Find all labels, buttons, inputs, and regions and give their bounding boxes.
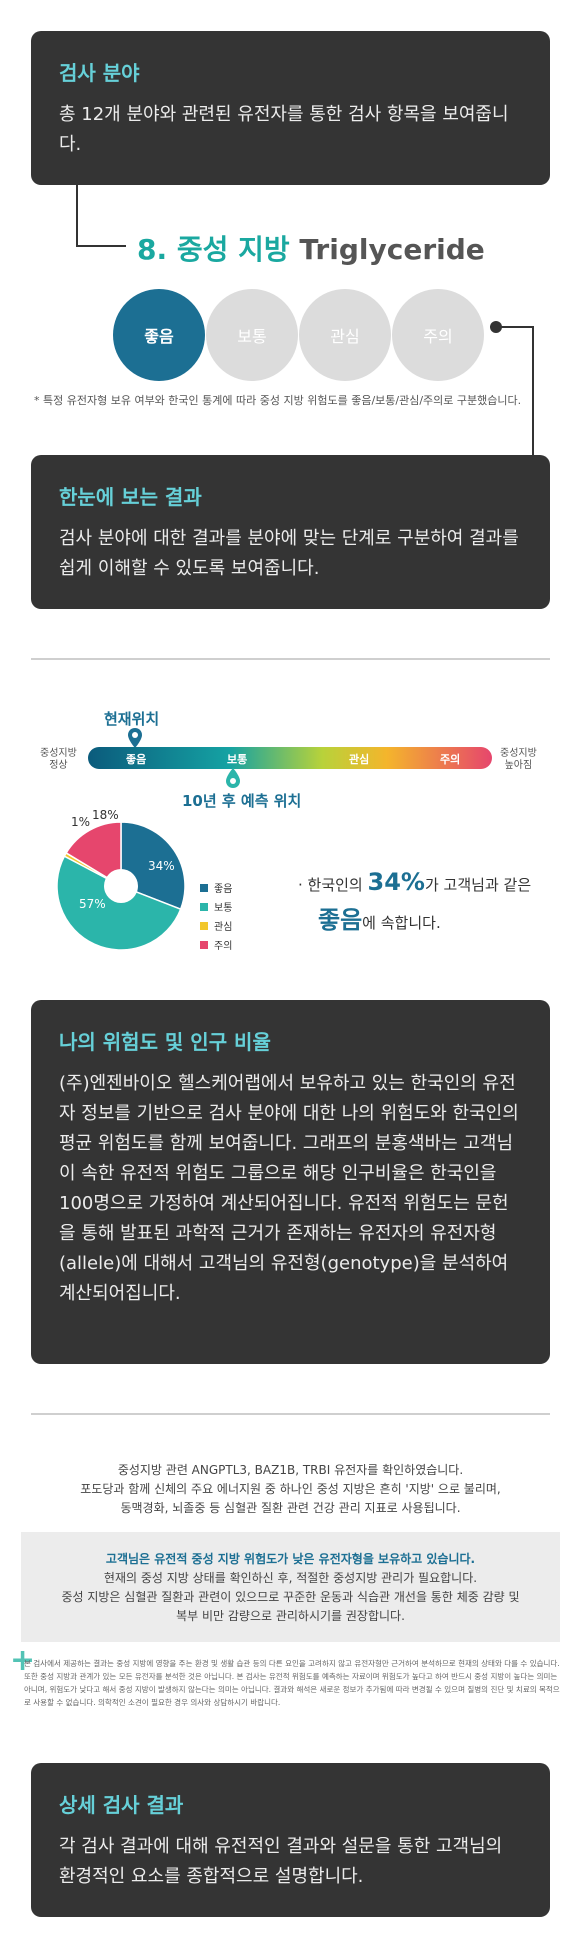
card-body: 검사 분야에 대한 결과를 분야에 맞는 단계로 구분하여 결과를 쉽게 이해할…	[59, 528, 519, 579]
future-position-pin-icon	[226, 768, 240, 788]
pie-label-good: 34%	[148, 859, 175, 873]
level-label: 좋음	[144, 327, 174, 346]
current-position-pin-icon	[128, 728, 142, 748]
risk-title: 8. 중성 지방 Triglyceride	[137, 228, 485, 268]
legend-label: 좋음	[214, 884, 233, 895]
risk-note: * 특정 유전자형 보유 여부와 한국인 통계에 따라 중성 지방 위험도를 좋…	[34, 394, 522, 407]
card-title: 나의 위험도 및 인구 비율	[59, 1030, 271, 1054]
plus-icon: +	[10, 1643, 36, 1678]
level-label: 보통	[237, 327, 267, 346]
legend-label: 보통	[214, 903, 233, 914]
detail-summary-box: 고객님은 유전적 중성 지방 위험도가 낮은 유전자형을 보유하고 있습니다. …	[21, 1532, 560, 1642]
detail-line: 포도당과 함께 신체의 주요 에너지원 중 하나인 중성 지방은 흔히 '지방'…	[80, 1482, 501, 1496]
pie-label-normal: 57%	[79, 897, 106, 911]
legend-label: 주의	[214, 941, 233, 952]
detail-line: 중성지방 관련 ANGPTL3, BAZ1B, TRBI 유전자를 확인하였습니…	[117, 1463, 464, 1477]
section-divider	[31, 658, 550, 660]
pie-label-caution: 18%	[92, 808, 119, 822]
legend-item-interest: 관심	[200, 918, 232, 933]
level-label: 주의	[423, 327, 453, 346]
risk-title-kr: 8. 중성 지방	[137, 233, 290, 266]
card-body: 총 12개 분야와 관련된 유전자를 통한 검사 항목을 보여줍니다.	[59, 104, 509, 155]
risk-title-en: Triglyceride	[299, 233, 485, 266]
card-test-field: 검사 분야 총 12개 분야와 관련된 유전자를 통한 검사 항목을 보여줍니다…	[31, 31, 550, 185]
stat-suffix: 가 고객님과 같은	[424, 876, 532, 894]
stat-prefix: · 한국인의	[298, 876, 363, 894]
legend-swatch	[200, 902, 208, 911]
population-pie-chart	[56, 821, 186, 951]
pie-center-hole	[104, 869, 138, 903]
section-divider	[31, 1413, 550, 1415]
stat-value: 34%	[367, 868, 425, 896]
level-interest-circle: 관심	[299, 289, 391, 381]
population-stat-line-1: · 한국인의 34%가 고객님과 같은	[298, 868, 531, 896]
stat-tail: 에 속합니다.	[362, 914, 441, 932]
gauge-right-label-2: 높아짐	[504, 760, 533, 771]
level-good-circle: 좋음	[113, 289, 205, 381]
legend-item-caution: 주의	[200, 937, 232, 952]
detail-highlight: 고객님은 유전적 중성 지방 위험도가 낮은 유전자형을 보유하고 있습니다.	[105, 1552, 476, 1566]
stat-level: 좋음	[318, 906, 363, 934]
detail-box-line: 현재의 중성 지방 상태를 확인하신 후, 적절한 중성지방 관리가 필요합니다…	[103, 1571, 478, 1585]
connector-line	[76, 185, 126, 247]
gauge-left-label: 중성지방 정상	[40, 748, 77, 772]
legend-item-good: 좋음	[200, 880, 232, 895]
card-body: (주)엔젠바이오 헬스케어랩에서 보유하고 있는 한국인의 유전자 정보를 기반…	[59, 1073, 519, 1304]
legend-swatch	[200, 883, 208, 892]
gauge-left-label-1: 중성지방	[40, 748, 77, 759]
future-position-label: 10년 후 예측 위치	[182, 792, 302, 810]
gauge-segment-interest: 관심	[349, 753, 370, 766]
gauge-right-label-1: 중성지방	[500, 748, 537, 759]
gauge-segment-caution: 주의	[440, 753, 461, 766]
gauge-left-label-2: 정상	[49, 760, 68, 771]
card-detailed-result: 상세 검사 결과 각 검사 결과에 대해 유전적인 결과와 설문을 통한 고객님…	[31, 1763, 550, 1917]
card-title: 상세 검사 결과	[59, 1793, 184, 1817]
pie-slice-normal	[56, 855, 182, 951]
card-result-overview: 한눈에 보는 결과 검사 분야에 대한 결과를 분야에 맞는 단계로 구분하여 …	[31, 455, 550, 609]
level-caution-circle: 주의	[392, 289, 484, 381]
gauge-segment-good: 좋음	[126, 753, 147, 766]
detail-box-line: 복부 비만 감량으로 관리하시기를 권장합니다.	[176, 1609, 405, 1623]
pie-label-interest: 1%	[71, 815, 91, 829]
legend-item-normal: 보통	[200, 899, 232, 914]
detail-intro: 중성지방 관련 ANGPTL3, BAZ1B, TRBI 유전자를 확인하였습니…	[31, 1461, 550, 1518]
pie-slice-caution	[65, 821, 122, 888]
connector-dot	[490, 321, 502, 333]
level-normal-circle: 보통	[206, 289, 298, 381]
risk-gauge-bar	[88, 747, 492, 769]
card-title: 한눈에 보는 결과	[59, 485, 202, 509]
current-position-label: 현재위치	[104, 710, 160, 728]
card-body: 각 검사 결과에 대해 유전적인 결과와 설문을 통한 고객님의 환경적인 요소…	[59, 1836, 503, 1887]
population-stat-line-2: 좋음에 속합니다.	[318, 900, 441, 935]
legend-label: 관심	[214, 922, 233, 933]
card-risk-population: 나의 위험도 및 인구 비율 (주)엔젠바이오 헬스케어랩에서 보유하고 있는 …	[31, 1000, 550, 1364]
detail-box-line: 중성 지방은 심혈관 질환과 관련이 있으므로 꾸준한 운동과 식습관 개선을 …	[61, 1590, 520, 1604]
connector-line	[500, 326, 534, 456]
gauge-right-label: 중성지방 높아짐	[500, 748, 537, 772]
level-label: 관심	[330, 327, 360, 346]
detail-line: 동맥경화, 뇌졸중 등 심혈관 질환 관련 건강 관리 지표로 사용됩니다.	[120, 1501, 461, 1515]
detail-disclaimer: 본 검사에서 제공하는 결과는 중성 지방에 영향을 주는 환경 및 생활 습관…	[24, 1659, 560, 1707]
card-title: 검사 분야	[59, 61, 140, 85]
gauge-segment-normal: 보통	[227, 753, 248, 766]
legend-swatch	[200, 940, 208, 949]
legend-swatch	[200, 921, 208, 930]
